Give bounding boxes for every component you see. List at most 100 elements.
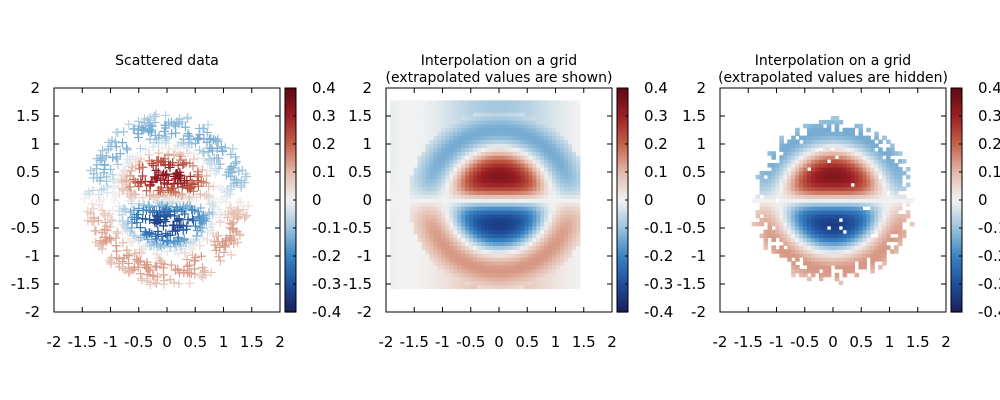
heatmap-cell (476, 272, 482, 278)
heatmap-cell (548, 229, 553, 235)
heatmap-cell (393, 139, 399, 145)
heatmap-cell (465, 104, 470, 109)
heatmap-cell (874, 163, 879, 168)
scatter-point (164, 118, 174, 128)
heatmap-cell (763, 245, 769, 250)
heatmap-cell (567, 217, 573, 223)
heatmap-cell (409, 163, 415, 168)
heatmap-cell (480, 210, 486, 215)
heatmap-cell (437, 217, 442, 223)
heatmap-cell (437, 100, 442, 105)
heatmap-cell (480, 147, 486, 152)
heatmap-cell (767, 174, 773, 180)
heatmap-cell (433, 116, 439, 121)
scatter-point (98, 146, 108, 156)
scatter-point (112, 154, 122, 164)
heatmap-cell (465, 112, 470, 117)
heatmap-cell (552, 127, 557, 133)
colorbar-band (285, 124, 296, 128)
heatmap-cell (500, 202, 506, 207)
heatmap-cell (783, 249, 788, 254)
heatmap-cell (417, 221, 423, 227)
heatmap-cell (417, 163, 423, 168)
heatmap-cell (878, 198, 883, 203)
heatmap-cell (862, 186, 867, 192)
heatmap-cell (524, 190, 529, 195)
heatmap-cell (866, 147, 871, 152)
heatmap-cell (862, 229, 867, 235)
heatmap-cell (461, 225, 466, 231)
heatmap-cell (512, 116, 518, 121)
heatmap-cell (850, 155, 856, 160)
heatmap-cell (807, 237, 812, 243)
colorbar-band (617, 197, 628, 201)
heatmap-cell (500, 155, 506, 160)
heatmap-cell (755, 174, 761, 180)
heatmap-cell (552, 221, 557, 227)
heatmap-cell (421, 151, 427, 156)
heatmap-cell (520, 214, 526, 219)
heatmap-cell (393, 214, 399, 219)
scatter-point (169, 221, 179, 231)
heatmap-cell (405, 166, 411, 172)
heatmap-cell (453, 139, 458, 145)
heatmap-cell (810, 264, 816, 270)
heatmap-cell (771, 163, 776, 168)
heatmap-cell (516, 143, 522, 148)
heatmap-cell (552, 214, 557, 219)
heatmap-cell (536, 206, 541, 211)
heatmap-cell (516, 190, 522, 195)
colorbar-band (617, 306, 628, 310)
heatmap-cell (469, 147, 474, 152)
heatmap-cell (894, 190, 899, 195)
heatmap-cell (803, 190, 808, 195)
heatmap-cell (488, 100, 494, 105)
heatmap-cell (488, 257, 494, 262)
heatmap-cell (524, 135, 529, 141)
heatmap-cell (524, 108, 529, 113)
heatmap-cell (560, 241, 565, 246)
colorbar-band (617, 155, 628, 159)
colorbar-band (951, 267, 962, 271)
heatmap-cell (540, 249, 545, 254)
heatmap-cell (783, 221, 788, 227)
heatmap-cell (516, 100, 522, 105)
heatmap-cell (548, 237, 553, 243)
heatmap-cell (771, 166, 776, 172)
heatmap-cell (409, 119, 415, 125)
scatter-point (130, 231, 140, 241)
colorbar-band (951, 174, 962, 179)
heatmap-cell (810, 210, 816, 215)
heatmap-cell (532, 217, 537, 223)
heatmap-cell (571, 108, 577, 113)
heatmap-cell (413, 178, 419, 184)
heatmap-cell (567, 280, 573, 286)
heatmap-cell (520, 123, 526, 129)
colorbar-band (285, 132, 296, 137)
heatmap-cell (496, 272, 502, 278)
heatmap-cell (465, 108, 470, 113)
heatmap-cell (465, 221, 470, 227)
heatmap-cell (894, 178, 899, 184)
heatmap-cell (480, 257, 486, 262)
heatmap-cell (830, 225, 836, 231)
heatmap-cell (492, 170, 498, 176)
heatmap-cell (445, 104, 450, 109)
heatmap-cell (484, 190, 490, 195)
colorbar-tick-label: -0.3 (312, 275, 341, 293)
heatmap-cell (512, 214, 518, 219)
heatmap-cell (536, 210, 541, 215)
colorbar-tick-label: -0.3 (978, 275, 1000, 293)
heatmap-cell (401, 182, 407, 188)
heatmap-cell (453, 100, 458, 105)
heatmap-cell (890, 170, 895, 176)
heatmap-cell (870, 264, 875, 270)
heatmap-cell (882, 217, 887, 223)
heatmap-cell (548, 233, 553, 239)
heatmap-cell (484, 127, 490, 133)
heatmap-cell (480, 198, 486, 203)
heatmap-cell (492, 217, 498, 223)
heatmap-cell (389, 190, 395, 195)
heatmap-cell (393, 253, 399, 258)
heatmap-cell (480, 155, 486, 160)
